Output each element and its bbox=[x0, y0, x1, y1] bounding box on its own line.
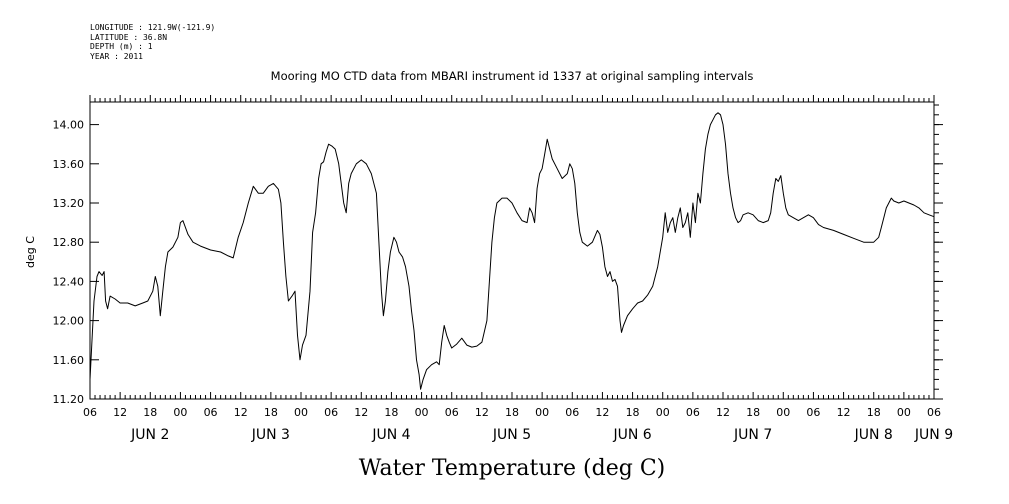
x-hour-label: 06 bbox=[686, 406, 700, 419]
y-axis: 11.20 11.60 12.00 12.40 12.80 13.20 13.60 14.00 bbox=[53, 104, 943, 406]
chart-title: Mooring MO CTD data from MBARI instrumen… bbox=[271, 69, 754, 83]
x-hour-label: 06 bbox=[83, 406, 97, 419]
x-hour-label: 00 bbox=[173, 406, 187, 419]
x-hour-label: 12 bbox=[716, 406, 730, 419]
x-hour-label: 18 bbox=[264, 406, 278, 419]
x-axis-title: Water Temperature (deg C) bbox=[359, 456, 666, 481]
x-day-label: JUN 6 bbox=[612, 427, 651, 443]
plot-frame bbox=[89, 101, 935, 400]
x-day-label: JUN 2 bbox=[130, 427, 169, 443]
x-hour-label: 00 bbox=[897, 406, 911, 419]
y-tick-label: 13.20 bbox=[53, 197, 85, 210]
y-tick-label: 12.80 bbox=[53, 236, 85, 249]
x-day-label: JUN 5 bbox=[492, 427, 531, 443]
x-day-label: JUN 8 bbox=[854, 427, 893, 443]
series-group bbox=[89, 112, 935, 390]
x-hour-label: 18 bbox=[143, 406, 157, 419]
x-hour-label: 00 bbox=[294, 406, 308, 419]
mooring-metadata: LONGITUDE : 121.9W(-121.9) LATITUDE : 36… bbox=[90, 23, 215, 61]
x-hour-label: 18 bbox=[384, 406, 398, 419]
depth-text: DEPTH (m) : 1 bbox=[90, 42, 153, 51]
x-hour-label: 12 bbox=[113, 406, 127, 419]
x-hour-label: 06 bbox=[565, 406, 579, 419]
year-text: YEAR : 2011 bbox=[90, 51, 143, 61]
temperature-line bbox=[89, 112, 935, 390]
y-tick-label: 14.00 bbox=[53, 119, 85, 132]
x-hour-label: 00 bbox=[656, 406, 670, 419]
x-hour-label: 18 bbox=[746, 406, 760, 419]
x-hour-label: 18 bbox=[626, 406, 640, 419]
y-axis-label: deg C bbox=[24, 236, 37, 268]
x-hour-label: 12 bbox=[837, 406, 851, 419]
x-axis: 06 12 18 00 06 12 18 00 06 12 18 00 06 12 18 00 06 12 18 00… bbox=[83, 95, 953, 443]
x-hour-label: 12 bbox=[234, 406, 248, 419]
x-hour-label: 06 bbox=[204, 406, 218, 419]
longitude-text: LONGITUDE : 121.9W(-121.9) bbox=[90, 23, 216, 32]
y-tick-label: 11.20 bbox=[53, 393, 85, 406]
x-hour-label: 12 bbox=[475, 406, 489, 419]
y-tick-label: 13.60 bbox=[53, 158, 85, 171]
y-tick-label: 12.40 bbox=[53, 275, 85, 288]
x-day-label: JUN 9 bbox=[914, 427, 953, 443]
x-hour-label: 06 bbox=[324, 406, 338, 419]
x-hour-label: 06 bbox=[806, 406, 820, 419]
x-hour-label: 12 bbox=[595, 406, 609, 419]
x-hour-label: 00 bbox=[535, 406, 549, 419]
x-day-label: JUN 4 bbox=[371, 427, 410, 443]
x-hour-label: 00 bbox=[776, 406, 790, 419]
y-tick-label: 11.60 bbox=[53, 354, 85, 367]
x-hour-label: 18 bbox=[505, 406, 519, 419]
x-day-label: JUN 7 bbox=[733, 427, 772, 443]
latitude-text: LATITUDE : 36.8N bbox=[90, 32, 168, 42]
x-day-label: JUN 3 bbox=[251, 427, 290, 443]
x-hour-label: 12 bbox=[354, 406, 368, 419]
x-hour-label: 06 bbox=[445, 406, 459, 419]
x-hour-label: 06 bbox=[927, 406, 941, 419]
x-hour-label: 00 bbox=[415, 406, 429, 419]
x-hour-label: 18 bbox=[867, 406, 881, 419]
y-tick-label: 12.00 bbox=[53, 315, 85, 328]
